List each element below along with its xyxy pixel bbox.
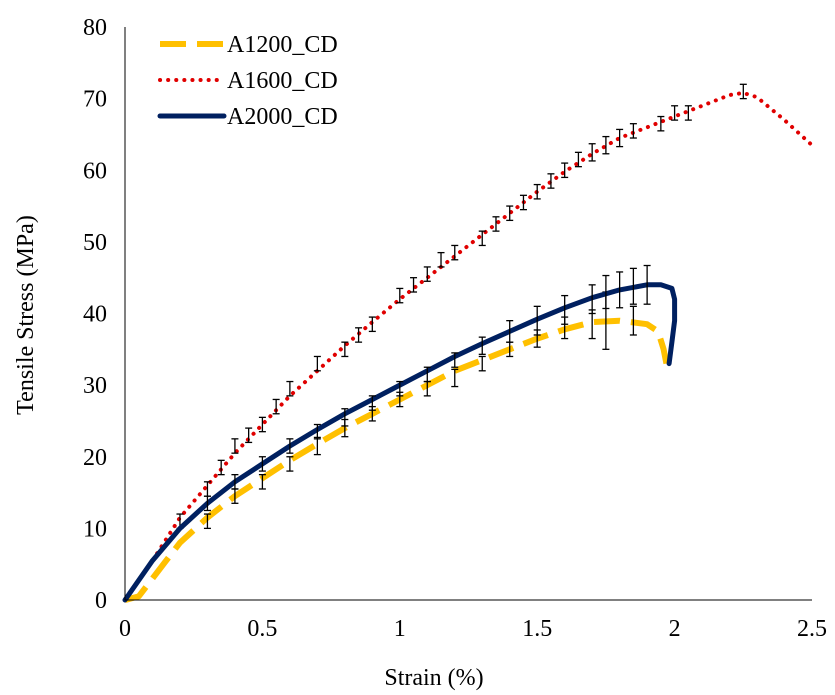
error-bar <box>616 271 624 309</box>
y-axis-title: Tensile Stress (MPa) <box>13 215 39 415</box>
series-A2000_CD <box>122 264 678 603</box>
error-bar <box>313 355 321 372</box>
plot-area <box>122 83 814 603</box>
error-bar <box>684 105 692 121</box>
x-tick-label: 2 <box>669 616 681 642</box>
error-bar <box>410 277 418 293</box>
x-tick-label: 0.5 <box>247 616 277 642</box>
legend-label: A2000_CD <box>227 104 338 130</box>
error-bar <box>396 287 404 304</box>
x-axis-title: Strain (%) <box>384 665 483 691</box>
error-bar <box>313 423 321 440</box>
y-tick-label: 70 <box>83 87 107 113</box>
y-tick-label: 20 <box>83 445 107 471</box>
error-bar <box>231 438 239 454</box>
y-tick-label: 40 <box>83 302 107 328</box>
series-A1200_CD <box>124 291 670 603</box>
x-tick-label: 2.5 <box>797 616 827 642</box>
y-axis: 0 10 20 30 40 50 60 70 80 <box>83 15 126 614</box>
error-bar <box>478 336 486 355</box>
x-tick-label: 1 <box>394 616 406 642</box>
error-bar <box>245 427 253 444</box>
error-bar <box>602 135 610 155</box>
series-line <box>123 90 814 602</box>
legend-item: A2000_CD <box>157 104 338 130</box>
error-bar <box>423 266 431 282</box>
error-bar <box>368 395 376 411</box>
error-bar <box>533 305 541 336</box>
error-bar <box>451 244 459 261</box>
error-bar <box>203 513 211 530</box>
series-line <box>124 317 670 603</box>
error-bar <box>616 128 624 148</box>
error-bar <box>286 380 294 397</box>
error-bar <box>355 327 363 343</box>
error-bar <box>643 264 651 305</box>
error-bar <box>368 316 376 333</box>
error-bar <box>547 173 555 189</box>
x-tick-label: 0 <box>119 616 131 642</box>
error-bar <box>286 456 294 472</box>
error-bar <box>574 151 582 168</box>
legend-label: A1600_CD <box>227 68 338 94</box>
error-bar <box>602 274 610 310</box>
error-bar <box>313 436 321 456</box>
error-bar <box>629 305 637 336</box>
error-bar <box>671 105 679 121</box>
y-tick-label: 60 <box>83 158 107 184</box>
error-bar <box>588 284 596 315</box>
error-bar <box>492 216 500 232</box>
error-bar <box>533 183 541 200</box>
error-bar <box>258 456 266 472</box>
y-tick-label: 50 <box>83 230 107 256</box>
legend: A1200_CD A1600_CD A2000_CD <box>157 32 338 130</box>
error-bar <box>258 474 266 490</box>
x-axis: 0 0.5 1 1.5 2 2.5 <box>119 599 827 642</box>
error-bar <box>506 205 514 222</box>
error-bar <box>451 352 459 368</box>
error-bar <box>396 380 404 397</box>
error-bar <box>629 123 637 139</box>
y-tick-label: 0 <box>95 588 107 614</box>
error-bar <box>739 83 747 100</box>
y-tick-label: 30 <box>83 373 107 399</box>
error-bar <box>231 474 239 490</box>
y-tick-label: 10 <box>83 516 107 542</box>
error-bar <box>217 459 225 476</box>
error-bar <box>478 355 486 372</box>
error-bar <box>506 320 514 343</box>
series-A1600_CD <box>123 83 814 602</box>
error-bar <box>478 230 486 247</box>
error-bar <box>341 408 349 427</box>
error-bar <box>423 366 431 383</box>
error-bar <box>657 115 665 132</box>
error-bar <box>286 438 294 454</box>
error-bar <box>341 341 349 358</box>
error-bar <box>451 368 459 388</box>
legend-label: A1200_CD <box>227 32 338 58</box>
y-tick-label: 80 <box>83 15 107 41</box>
error-bar <box>629 267 637 305</box>
x-tick-label: 1.5 <box>522 616 552 642</box>
error-bar <box>519 194 527 211</box>
error-bar <box>561 294 569 325</box>
error-bar <box>561 162 569 179</box>
series-line <box>122 282 678 603</box>
error-bar <box>272 398 280 415</box>
legend-item: A1600_CD <box>158 68 338 94</box>
error-bar <box>437 251 445 268</box>
legend-item: A1200_CD <box>160 32 338 58</box>
error-bar <box>203 495 211 512</box>
error-bar <box>588 143 596 162</box>
error-bar <box>258 416 266 433</box>
